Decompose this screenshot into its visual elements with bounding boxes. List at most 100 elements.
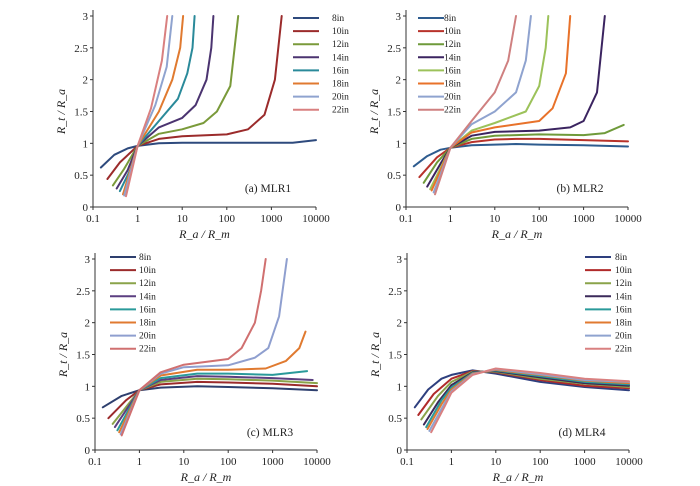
series-line-10in <box>418 137 629 179</box>
x-tick-label: 1000 <box>262 456 285 468</box>
y-tick-label: 3 <box>397 254 403 266</box>
x-tick-label: 10000 <box>614 213 642 225</box>
y-tick-label: 0.5 <box>388 413 402 425</box>
y-tick-label: 0 <box>397 445 403 457</box>
x-tick-label: 0.1 <box>88 456 102 468</box>
series-line-22in <box>430 367 630 434</box>
x-axis-label: R_a / R_m <box>180 470 232 484</box>
legend-label-8in: 8in <box>139 253 151 263</box>
y-tick-label: 3 <box>85 254 91 266</box>
x-tick-label: 1 <box>449 456 455 468</box>
y-tick-label: 1.5 <box>387 107 401 119</box>
series-line-14in <box>115 15 215 190</box>
panel-b: 0.1 1 10 100 1000 10000 0 0.5 1 1.5 2 2.5 3 R_a / R_m… <box>367 10 642 241</box>
y-tick-label: 1 <box>83 138 89 150</box>
y-tick-label: 2.5 <box>74 43 88 55</box>
x-axis-label: R_a / R_m <box>491 227 543 241</box>
y-tick-label: 2 <box>83 75 89 87</box>
x-tick-label: 10 <box>178 456 190 468</box>
series-line-12in <box>422 123 625 184</box>
y-tick-label: 1.5 <box>76 350 90 362</box>
legend-label-8in: 8in <box>444 14 456 24</box>
legend-label-18in: 18in <box>332 80 349 90</box>
y-tick-label: 0.5 <box>74 170 88 182</box>
x-tick-label: 10 <box>489 213 501 225</box>
legend-label-10in: 10in <box>615 266 632 276</box>
legend-label-12in: 12in <box>139 279 156 289</box>
y-tick-label: 2.5 <box>76 286 90 298</box>
y-tick-label: 2 <box>85 318 91 330</box>
y-tick-label: 0 <box>85 445 91 457</box>
x-tick-label: 1000 <box>573 213 596 225</box>
series-line-22in <box>120 258 267 437</box>
y-tick-label: 1.5 <box>388 350 402 362</box>
y-tick-label: 1.5 <box>74 107 88 119</box>
legend-label-14in: 14in <box>332 53 349 63</box>
legend-label-20in: 20in <box>332 93 349 103</box>
panel-title: (b) MLR2 <box>557 183 604 195</box>
legend-label-12in: 12in <box>332 40 349 50</box>
panel-title: (d) MLR4 <box>559 427 606 439</box>
series-line-10in <box>106 15 283 180</box>
y-tick-label: 1 <box>397 381 403 393</box>
y-tick-label: 1 <box>85 381 91 393</box>
x-tick-label: 100 <box>532 456 549 468</box>
x-tick-label: 10000 <box>615 456 643 468</box>
legend-label-20in: 20in <box>139 332 156 342</box>
y-tick-label: 0.5 <box>387 170 401 182</box>
x-tick-label: 10 <box>490 456 502 468</box>
legend-label-22in: 22in <box>332 106 349 116</box>
x-tick-label: 1 <box>448 213 454 225</box>
y-tick-label: 3 <box>396 11 402 23</box>
series-line-12in <box>111 15 240 187</box>
y-axis-label: R_t / R_a <box>56 332 70 378</box>
panel-c: 0.1 1 10 100 1000 10000 0 0.5 1 1.5 2 2.5 3 R_a / R_m… <box>56 253 331 484</box>
legend-label-8in: 8in <box>615 253 627 263</box>
legend-label-22in: 22in <box>615 345 632 355</box>
series-line-8in <box>412 143 629 168</box>
x-tick-label: 1 <box>137 456 143 468</box>
legend-label-20in: 20in <box>444 93 461 103</box>
y-tick-label: 2.5 <box>387 43 401 55</box>
x-tick-label: 1000 <box>260 213 283 225</box>
y-tick-label: 0 <box>396 202 402 214</box>
y-axis-label: R_t / R_a <box>54 89 68 135</box>
legend-label-14in: 14in <box>615 292 632 302</box>
panel-title: (a) MLR1 <box>245 183 292 195</box>
x-tick-label: 10 <box>177 213 189 225</box>
y-axis-label: R_t / R_a <box>367 89 381 135</box>
legend-label-18in: 18in <box>139 319 156 329</box>
legend-label-14in: 14in <box>139 292 156 302</box>
legend-label-18in: 18in <box>444 80 461 90</box>
legend-label-16in: 16in <box>444 66 461 76</box>
legend-label-10in: 10in <box>139 266 156 276</box>
x-tick-label: 100 <box>220 456 237 468</box>
series-line-8in <box>101 385 318 409</box>
legend-label-10in: 10in <box>444 27 461 37</box>
panel-d: 0.1 1 10 100 1000 10000 0 0.5 1 1.5 2 2.5 3 R_a / R_m… <box>368 253 643 484</box>
x-tick-label: 0.1 <box>400 456 414 468</box>
panel-a: 0.1 1 10 100 1000 10000 0 0.5 1 1.5 2 2.5 3 R_a / R_m… <box>54 10 349 241</box>
y-tick-label: 2 <box>397 318 403 330</box>
series-line-8in <box>99 139 317 169</box>
y-tick-label: 0.5 <box>76 413 90 425</box>
legend-label-12in: 12in <box>615 279 632 289</box>
x-tick-label: 1000 <box>574 456 597 468</box>
series-line-22in <box>125 15 169 198</box>
legend-label-22in: 22in <box>139 345 156 355</box>
legend-label-20in: 20in <box>615 332 632 342</box>
y-tick-label: 2 <box>396 75 402 87</box>
x-axis-label: R_a / R_m <box>178 227 230 241</box>
legend-label-8in: 8in <box>332 14 344 24</box>
y-axis-label: R_t / R_a <box>368 332 382 378</box>
y-tick-label: 3 <box>83 11 89 23</box>
x-tick-label: 0.1 <box>399 213 413 225</box>
x-axis-label: R_a / R_m <box>492 470 544 484</box>
y-tick-label: 0 <box>83 202 89 214</box>
series-line-10in <box>107 380 318 420</box>
y-tick-label: 2.5 <box>388 286 402 298</box>
y-tick-label: 1 <box>396 138 402 150</box>
x-tick-label: 0.1 <box>86 213 100 225</box>
x-tick-label: 1 <box>135 213 141 225</box>
